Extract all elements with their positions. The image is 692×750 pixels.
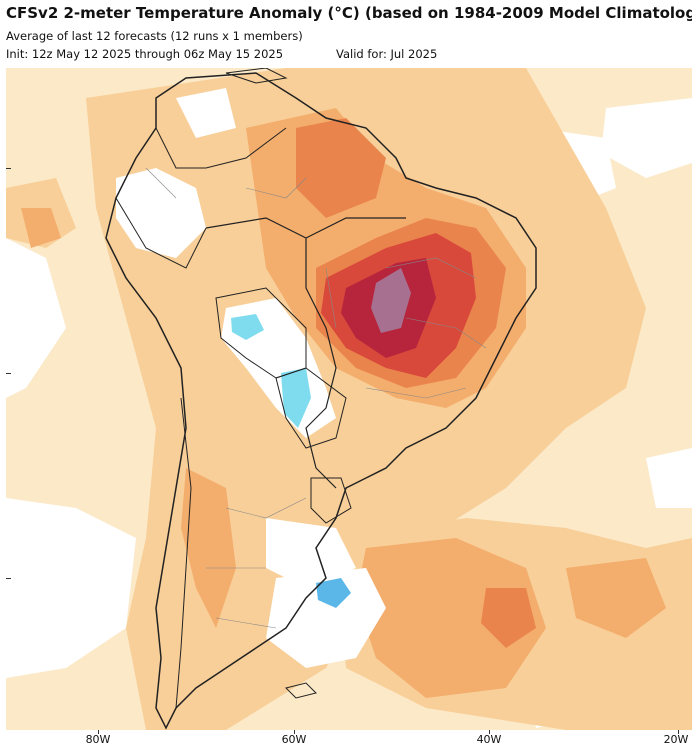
neutral-patch-ne [601,98,692,178]
valid-label: Valid for: Jul 2025 [336,47,438,61]
y-tick-mark [6,578,11,579]
header: CFSv2 2-meter Temperature Anomaly (°C) (… [0,0,692,68]
map-title: CFSv2 2-meter Temperature Anomaly (°C) (… [6,4,692,22]
falkland-islands [285,682,317,699]
moderate-warm-atlantic [356,538,546,698]
x-tick-mark [489,730,490,734]
x-tick-40w: 40W [476,733,502,746]
x-tick-mark [98,730,99,734]
strong-warm-north [296,118,386,218]
y-tick-mark [6,373,11,374]
cool-patch-paraguay [281,368,311,428]
caribbean-coast [225,68,288,84]
strong-warm-atlantic [481,588,536,648]
neutral-land-top [176,88,236,138]
anomaly-map [6,68,692,730]
south-america-coastline [105,72,537,730]
moderate-warm-pacific [21,208,61,248]
init-label: Init: 12z May 12 2025 through 06z May 15… [6,47,284,61]
neutral-patch-sw [6,498,136,678]
neutral-land-plata [266,518,356,588]
x-tick-mark [678,730,679,734]
internal-boundaries [145,167,487,629]
map-canvas [6,68,692,730]
peak-warm-core [371,268,411,333]
x-tick-20w: 20W [663,733,689,746]
uruguay-border [310,477,352,524]
moderate-warm-east [566,558,666,638]
x-tick-60w: 60W [281,733,307,746]
cool-patch-atlantic [316,578,351,608]
x-tick-mark [294,730,295,734]
x-tick-80w: 80W [85,733,111,746]
y-tick-mark [6,168,11,169]
neutral-land-patagonia [266,568,386,668]
cool-patch-bolivia [231,314,264,340]
neutral-patch-w [6,238,66,398]
ecuador-peru-border [115,197,207,269]
paraguay-border [275,367,347,449]
northern-borders [155,127,287,169]
brazil-border [205,217,406,489]
moderate-warm-andes [181,468,236,628]
neutral-patch-e [646,448,692,508]
map-subtitle: Average of last 12 forecasts (12 runs x … [6,29,303,43]
chile-argentina-border [175,397,192,709]
x-axis: 80W 60W 40W 20W [0,730,692,750]
